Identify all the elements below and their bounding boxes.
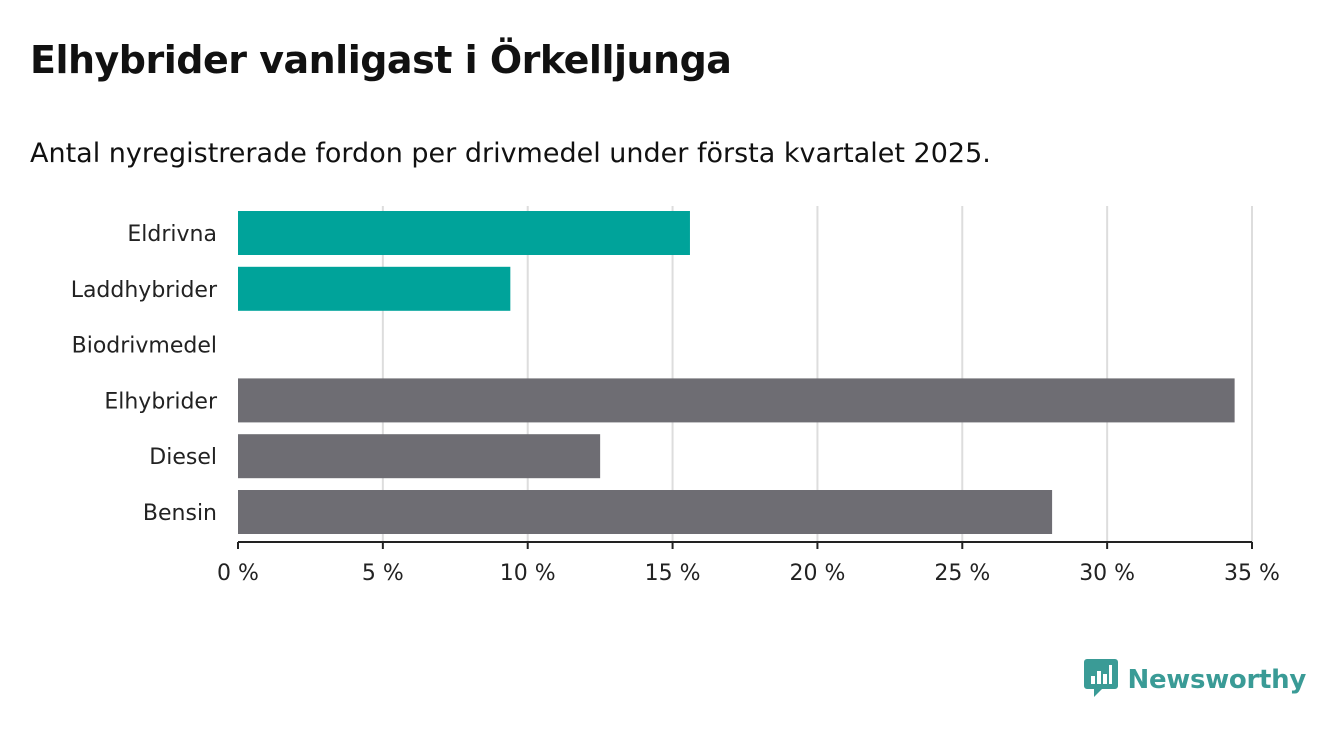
- bar: [238, 211, 690, 255]
- x-tick-label: 35 %: [1224, 561, 1280, 586]
- category-labels: Eldrivna Laddhybrider Biodrivmedel Elhybrid…: [71, 222, 218, 526]
- x-tick-label: 15 %: [645, 561, 701, 586]
- x-tick-label: 20 %: [789, 561, 845, 586]
- x-axis: 0 % 5 % 10 % 15 % 20 % 25 % 30 % 35 %: [217, 541, 1280, 586]
- x-tick-label: 30 %: [1079, 561, 1135, 586]
- brand-name: Newsworthy: [1127, 665, 1307, 695]
- x-tick-label: 10 %: [500, 561, 556, 586]
- category-label: Laddhybrider: [71, 278, 218, 303]
- category-label: Eldrivna: [127, 222, 217, 247]
- bar: [238, 378, 1235, 423]
- x-tick-label: 0 %: [217, 561, 259, 586]
- bar: [238, 490, 1053, 534]
- chart-subtitle: Antal nyregistrerade fordon per drivmede…: [30, 138, 991, 169]
- gridlines: [381, 206, 1253, 542]
- category-label: Bensin: [143, 501, 217, 526]
- bar: [238, 434, 601, 479]
- category-label: Elhybrider: [104, 389, 218, 414]
- bar: [238, 266, 511, 311]
- bars: [238, 211, 1235, 534]
- chart-title: Elhybrider vanligast i Örkelljunga: [30, 38, 732, 82]
- brand-logo: Newsworthy: [1083, 659, 1307, 701]
- category-label: Biodrivmedel: [72, 334, 217, 359]
- category-label: Diesel: [149, 445, 217, 470]
- x-tick-label: 5 %: [362, 561, 404, 586]
- newsworthy-logo-icon: [1083, 659, 1118, 701]
- x-tick-label: 25 %: [934, 561, 990, 586]
